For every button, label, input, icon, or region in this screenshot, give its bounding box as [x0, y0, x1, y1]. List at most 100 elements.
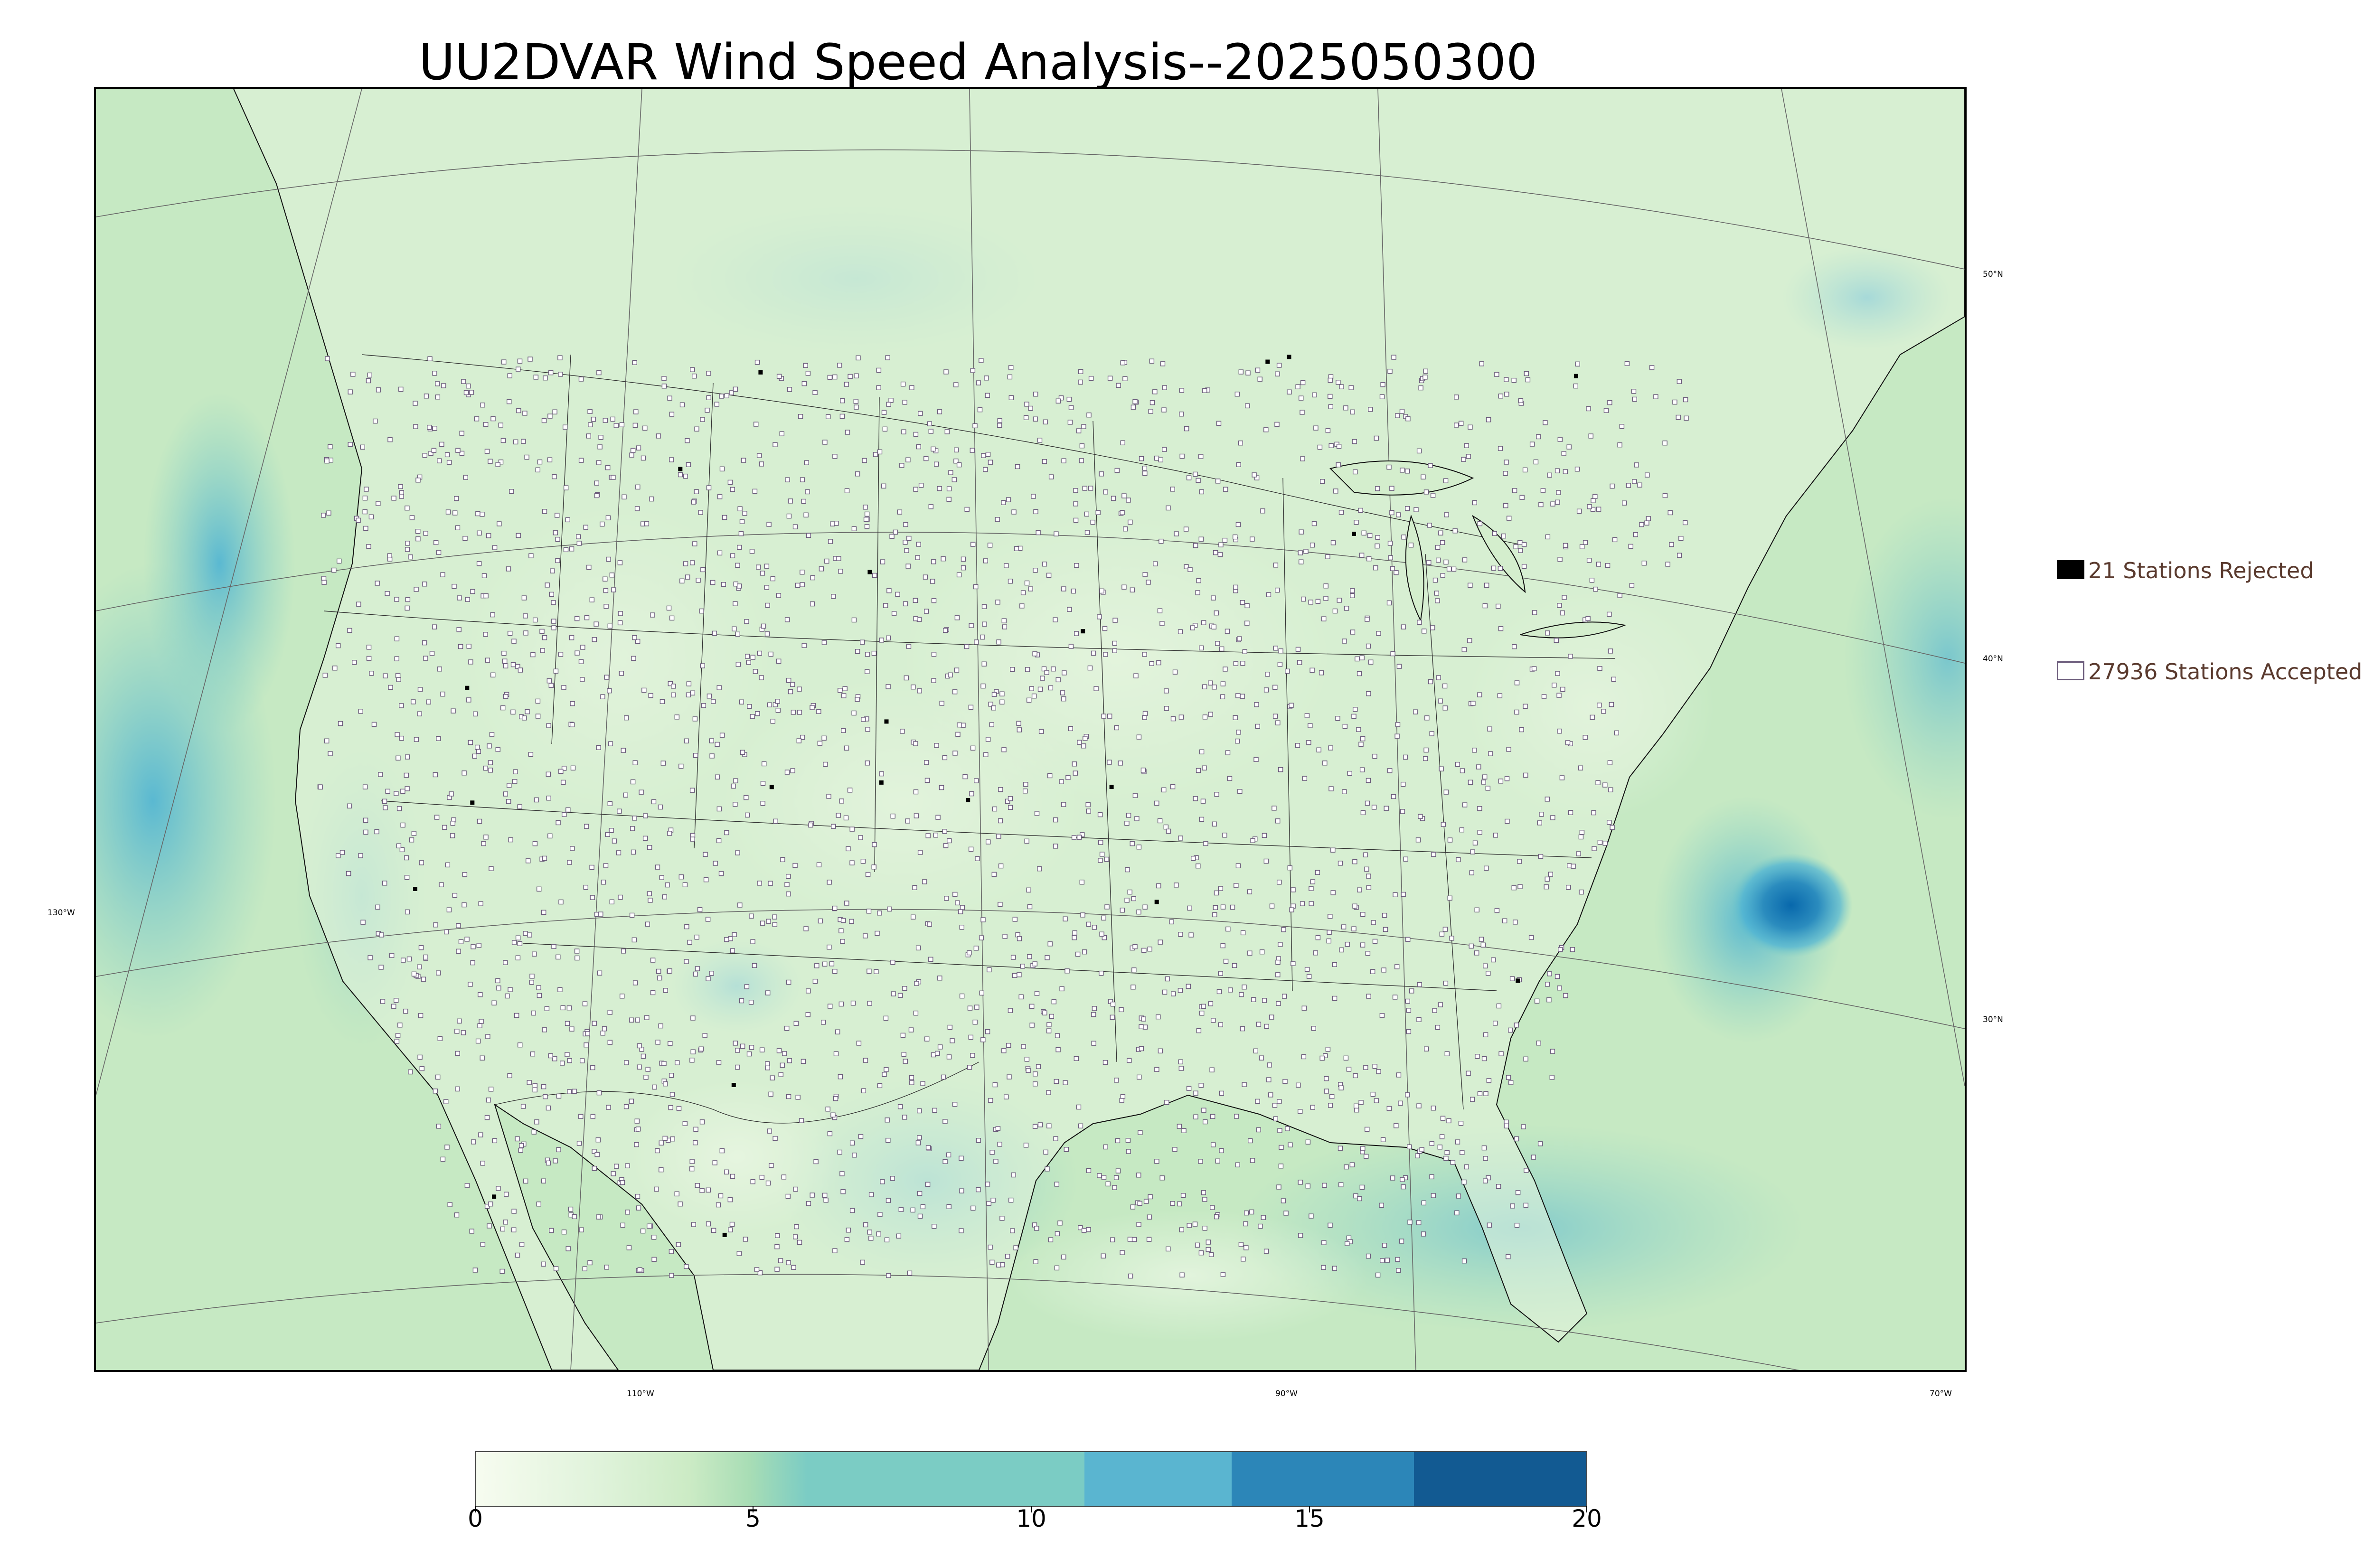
station-accepted-marker: [923, 609, 929, 614]
station-accepted-marker: [727, 479, 733, 485]
station-accepted-marker: [1392, 995, 1398, 1000]
station-accepted-marker: [486, 533, 491, 538]
station-accepted-marker: [742, 511, 747, 516]
station-accepted-marker: [1458, 1120, 1464, 1126]
station-accepted-marker: [750, 655, 756, 660]
station-accepted-marker: [1492, 531, 1498, 536]
station-accepted-marker: [1222, 537, 1228, 543]
station-accepted-marker: [1250, 838, 1255, 843]
station-accepted-marker: [868, 1236, 874, 1241]
station-accepted-marker: [405, 909, 410, 915]
station-accepted-marker: [838, 928, 844, 933]
station-accepted-marker: [1255, 1099, 1260, 1104]
station-accepted-marker: [845, 430, 850, 435]
station-accepted-marker: [575, 616, 580, 621]
station-accepted-marker: [630, 826, 635, 831]
station-accepted-marker: [436, 550, 442, 555]
station-accepted-marker: [1375, 543, 1380, 549]
station-accepted-marker: [954, 667, 960, 673]
station-accepted-marker: [592, 1165, 597, 1171]
station-accepted-marker: [1227, 776, 1233, 781]
station-accepted-marker: [970, 1205, 976, 1211]
station-accepted-marker: [346, 871, 351, 876]
station-accepted-marker: [671, 692, 676, 698]
station-accepted-marker: [424, 394, 429, 399]
station-accepted-marker: [605, 832, 611, 837]
station-accepted-marker: [1315, 599, 1321, 604]
station-accepted-marker: [546, 795, 551, 801]
station-accepted-marker: [1325, 554, 1330, 559]
station-accepted-marker: [432, 371, 437, 376]
station-accepted-marker: [1609, 702, 1614, 707]
station-accepted-marker: [959, 924, 965, 930]
station-accepted-marker: [617, 620, 623, 626]
station-accepted-marker: [674, 1191, 679, 1197]
station-accepted-marker: [765, 1180, 771, 1186]
station-accepted-marker: [685, 574, 690, 580]
station-accepted-marker: [714, 402, 720, 407]
station-accepted-marker: [1036, 530, 1041, 535]
station-accepted-marker: [923, 574, 928, 580]
station-accepted-marker: [1115, 1168, 1121, 1174]
station-accepted-marker: [737, 902, 743, 908]
station-accepted-marker: [623, 1104, 629, 1109]
station-accepted-marker: [1421, 474, 1426, 479]
station-accepted-marker: [1234, 1114, 1239, 1119]
station-accepted-marker: [1223, 667, 1228, 672]
station-accepted-marker: [396, 806, 402, 811]
station-accepted-marker: [382, 798, 387, 804]
station-accepted-marker: [550, 568, 555, 573]
station-accepted-marker: [1533, 459, 1539, 465]
station-accepted-marker: [1401, 535, 1406, 540]
station-accepted-marker: [399, 494, 404, 499]
station-accepted-marker: [565, 1021, 570, 1026]
station-accepted-marker: [800, 477, 805, 482]
station-accepted-marker: [1311, 1026, 1317, 1031]
station-accepted-marker: [886, 1137, 891, 1143]
station-accepted-marker: [488, 768, 493, 773]
station-accepted-marker: [440, 691, 445, 697]
station-accepted-marker: [1101, 915, 1106, 921]
station-accepted-marker: [755, 711, 760, 716]
station-accepted-marker: [1487, 726, 1492, 732]
station-accepted-marker: [610, 416, 615, 422]
station-accepted-marker: [991, 872, 997, 877]
station-accepted-marker: [716, 1202, 721, 1208]
station-accepted-marker: [645, 921, 650, 927]
station-accepted-marker: [1276, 1184, 1281, 1190]
station-accepted-marker: [794, 1224, 799, 1230]
station-accepted-marker: [1317, 444, 1323, 450]
station-accepted-marker: [1064, 1146, 1069, 1152]
station-accepted-marker: [1537, 820, 1543, 826]
station-accepted-marker: [655, 864, 660, 870]
station-accepted-marker: [903, 540, 908, 545]
station-accepted-marker: [759, 675, 764, 680]
station-accepted-marker: [715, 774, 720, 779]
station-accepted-marker: [1253, 757, 1259, 762]
station-accepted-marker: [1560, 610, 1565, 616]
station-accepted-marker: [484, 449, 490, 454]
station-accepted-marker: [1212, 912, 1217, 918]
station-accepted-marker: [1178, 1066, 1184, 1071]
station-accepted-marker: [1199, 749, 1205, 755]
station-accepted-marker: [533, 617, 538, 623]
station-accepted-marker: [1266, 1077, 1272, 1082]
station-accepted-marker: [472, 1268, 478, 1273]
station-accepted-marker: [1462, 557, 1468, 563]
station-accepted-marker: [422, 640, 427, 646]
station-accepted-marker: [553, 1266, 559, 1271]
station-accepted-marker: [490, 672, 496, 678]
station-accepted-marker: [989, 1259, 995, 1265]
station-accepted-marker: [678, 874, 684, 880]
station-accepted-marker: [772, 922, 778, 927]
station-accepted-marker: [1375, 486, 1380, 491]
station-accepted-marker: [1443, 980, 1449, 986]
station-accepted-marker: [1447, 895, 1452, 901]
station-accepted-marker: [404, 874, 410, 880]
station-accepted-marker: [1079, 879, 1085, 885]
station-accepted-marker: [1251, 997, 1256, 1003]
station-accepted-marker: [662, 1136, 668, 1141]
station-accepted-marker: [886, 1273, 891, 1278]
station-accepted-marker: [1477, 521, 1483, 526]
station-accepted-marker: [1269, 903, 1275, 909]
